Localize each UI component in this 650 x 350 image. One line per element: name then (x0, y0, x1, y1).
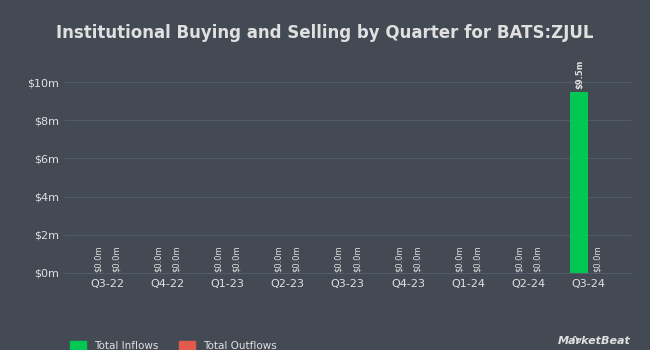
Text: $0.0m: $0.0m (352, 246, 361, 272)
Text: $0.0m: $0.0m (94, 246, 103, 272)
Text: $0.0m: $0.0m (112, 246, 121, 272)
Text: $0.0m: $0.0m (593, 246, 602, 272)
Text: $0.0m: $0.0m (214, 246, 223, 272)
Text: Institutional Buying and Selling by Quarter for BATS:ZJUL: Institutional Buying and Selling by Quar… (57, 25, 593, 42)
Text: MarketBeat: MarketBeat (558, 336, 630, 346)
Bar (570, 92, 588, 273)
Legend: Total Inflows, Total Outflows: Total Inflows, Total Outflows (70, 341, 277, 350)
Text: $0.0m: $0.0m (395, 246, 404, 272)
Text: $0.0m: $0.0m (515, 246, 524, 272)
Text: $0.0m: $0.0m (334, 246, 343, 272)
Text: ∿: ∿ (570, 332, 582, 346)
Text: $0.0m: $0.0m (454, 246, 463, 272)
Text: $9.5m: $9.5m (575, 60, 584, 89)
Text: $0.0m: $0.0m (172, 246, 181, 272)
Text: $0.0m: $0.0m (533, 246, 541, 272)
Text: $0.0m: $0.0m (274, 246, 283, 272)
Text: $0.0m: $0.0m (154, 246, 162, 272)
Text: $0.0m: $0.0m (292, 246, 301, 272)
Text: $0.0m: $0.0m (232, 246, 241, 272)
Text: $0.0m: $0.0m (473, 246, 482, 272)
Text: $0.0m: $0.0m (413, 246, 421, 272)
